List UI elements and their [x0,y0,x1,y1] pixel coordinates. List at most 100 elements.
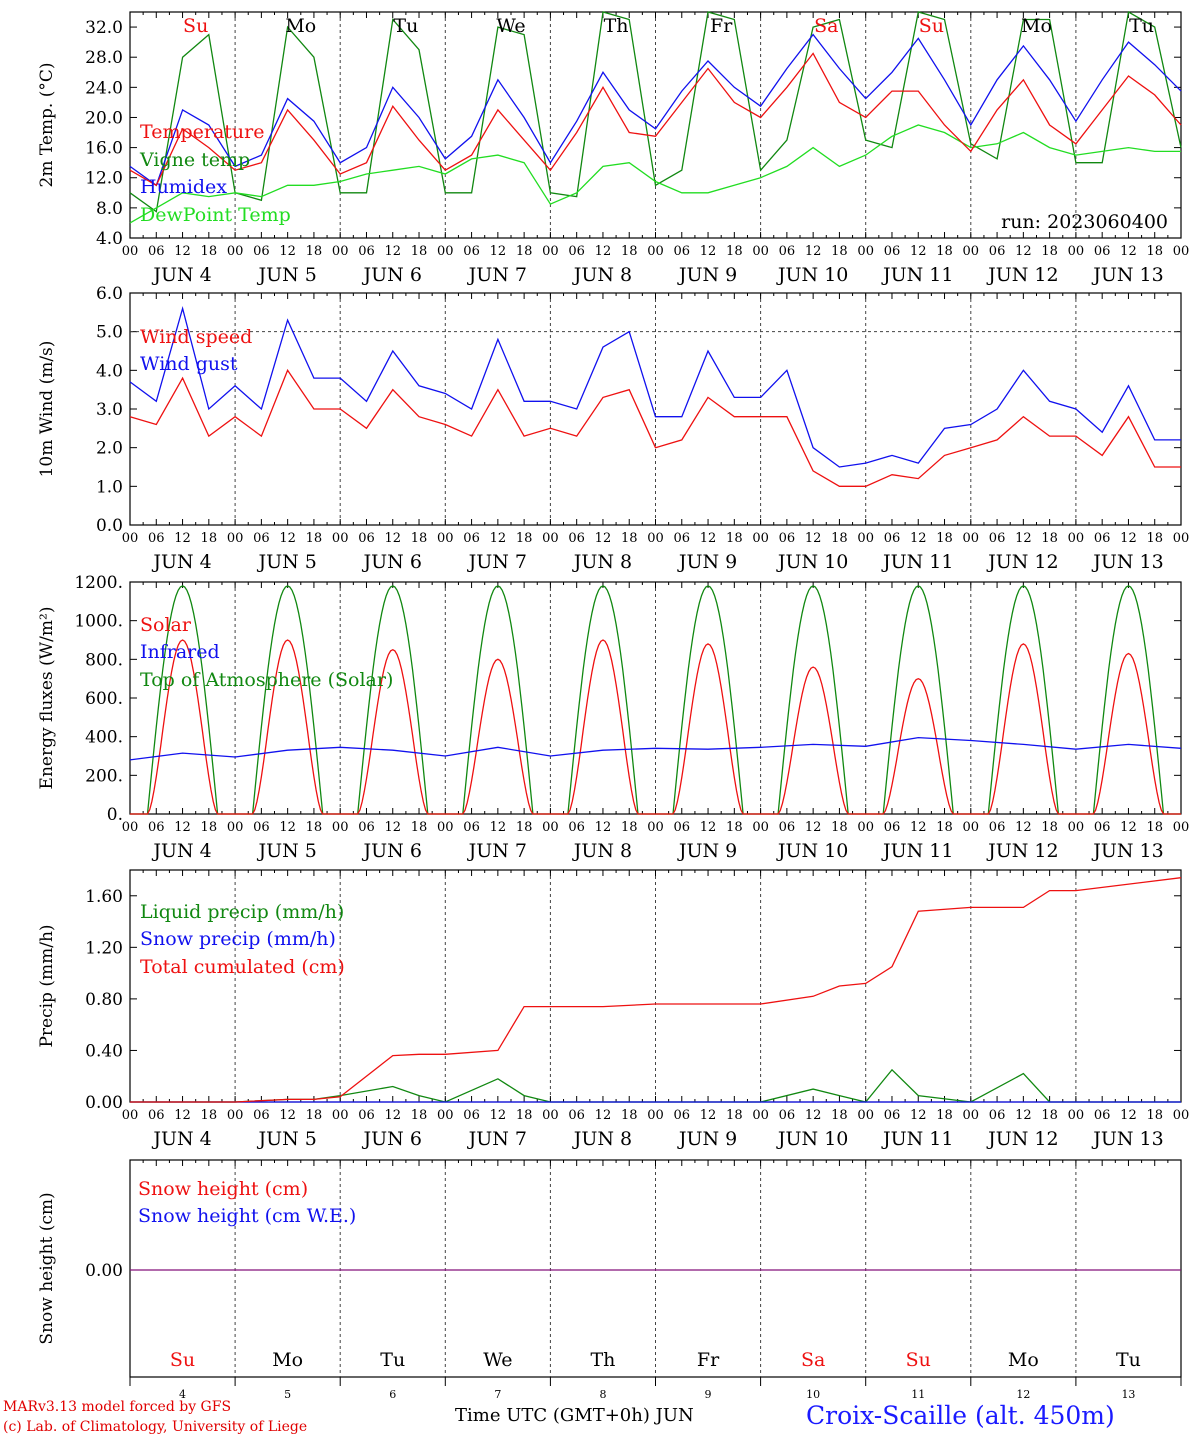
legend-entry: Wind gust [140,353,238,375]
y-tick-label: 0.0 [96,516,123,536]
hour-label: 00 [647,820,664,835]
hour-label: 06 [148,531,165,546]
hour-label: 12 [279,531,296,546]
date-label: JUN 5 [256,551,316,573]
y-tick-label: 0.80 [85,990,123,1010]
lab-credit: (c) Lab. of Climatology, University of L… [3,1419,308,1435]
date-label: JUN 8 [572,264,632,286]
hour-label: 00 [752,1108,769,1123]
hour-label: 12 [700,1108,717,1123]
hour-label: 12 [384,1108,401,1123]
hour-label: 00 [963,244,980,259]
hour-label: 12 [1120,820,1137,835]
hour-label: 00 [542,1108,559,1123]
run-annotation: run: 2023060400 [1001,211,1168,233]
date-label: JUN 12 [986,264,1058,286]
hour-label: 18 [306,1108,323,1123]
series-line [129,368,1181,487]
hour-label: 18 [306,244,323,259]
y-tick-label: 20.0 [85,108,123,128]
hour-label: 00 [857,244,874,259]
y-tick-label: 6.0 [96,284,123,304]
hour-label: 12 [490,244,507,259]
hour-label: 18 [831,1108,848,1123]
y-tick-label: 1.0 [96,477,123,497]
date-label: JUN 6 [362,551,422,573]
date-label: JUN 8 [572,840,632,862]
series-line [130,877,1182,1103]
hour-label: 18 [621,820,638,835]
date-label: JUN 8 [572,1128,632,1150]
hour-label: 18 [726,820,743,835]
hour-label: 06 [463,820,480,835]
hour-label: 06 [358,244,375,259]
hour-label: 12 [805,1108,822,1123]
hour-label: 12 [595,531,612,546]
hour-label: 12 [1120,244,1137,259]
legend-entry: Vigne temp [139,149,250,171]
hour-label: 00 [857,1108,874,1123]
hour-label: 12 [279,244,296,259]
y-tick-label: 200. [85,766,123,786]
date-label: JUN 9 [677,551,737,573]
hour-label: 06 [884,531,901,546]
hour-label: 06 [884,244,901,259]
hour-label: 00 [332,820,349,835]
weekday-label: Sa [801,1349,825,1371]
hour-label: 12 [384,531,401,546]
weekday-label: Fr [710,15,733,37]
hour-label: 18 [1146,531,1163,546]
hour-label: 06 [463,531,480,546]
hour-label: 12 [910,531,927,546]
hour-label: 12 [595,1108,612,1123]
weekday-label: Su [183,15,208,37]
hour-label: 18 [201,531,218,546]
hour-label: 00 [647,244,664,259]
date-label: JUN 6 [362,264,422,286]
hour-label: 12 [490,1108,507,1123]
date-label: JUN 11 [881,551,953,573]
hour-label: 06 [568,820,585,835]
hour-label: 18 [1041,1108,1058,1123]
hour-label: 06 [358,531,375,546]
hour-label: 18 [411,244,428,259]
time-axis-title-text: Time UTC (GMT+0h) [455,1405,650,1426]
hour-label: 18 [621,244,638,259]
date-label: JUN 8 [572,551,632,573]
day-number-label: 6 [389,1388,396,1401]
hour-label: 18 [726,531,743,546]
hour-label: 12 [174,531,191,546]
hour-label: 00 [857,531,874,546]
y-tick-label: 800. [85,650,123,670]
weekday-label: Su [906,1349,931,1371]
hour-label: 06 [674,531,691,546]
date-label: JUN 4 [151,551,211,573]
hour-label: 18 [1041,820,1058,835]
hour-label: 12 [1120,1108,1137,1123]
hour-label: 06 [1094,1108,1111,1123]
series-line [129,52,1182,187]
hour-label: 00 [1173,244,1190,259]
legend-entry: Liquid precip (mm/h) [140,901,344,923]
hour-label: 06 [568,244,585,259]
date-label: JUN 9 [677,1128,737,1150]
hour-label: 06 [779,1108,796,1123]
hour-label: 18 [201,1108,218,1123]
time-axis-month: JUN [655,1405,694,1426]
date-label: JUN 9 [677,264,737,286]
hour-label: 12 [805,820,822,835]
y-tick-label: 28.0 [85,48,123,68]
hour-label: 12 [700,531,717,546]
hour-label: 18 [516,820,533,835]
hour-label: 06 [779,531,796,546]
y-axis-label: 10m Wind (m/s) [37,341,57,478]
legend-entry: Snow height (cm W.E.) [138,1205,356,1227]
day-number-label: 8 [599,1388,606,1401]
hour-label: 00 [1173,820,1190,835]
hour-label: 18 [516,1108,533,1123]
hour-label: 00 [437,531,454,546]
hour-label: 00 [1068,820,1085,835]
hour-label: 06 [884,820,901,835]
y-tick-label: 8.0 [96,199,123,219]
y-axis-label: Energy fluxes (W/m²) [37,607,57,790]
